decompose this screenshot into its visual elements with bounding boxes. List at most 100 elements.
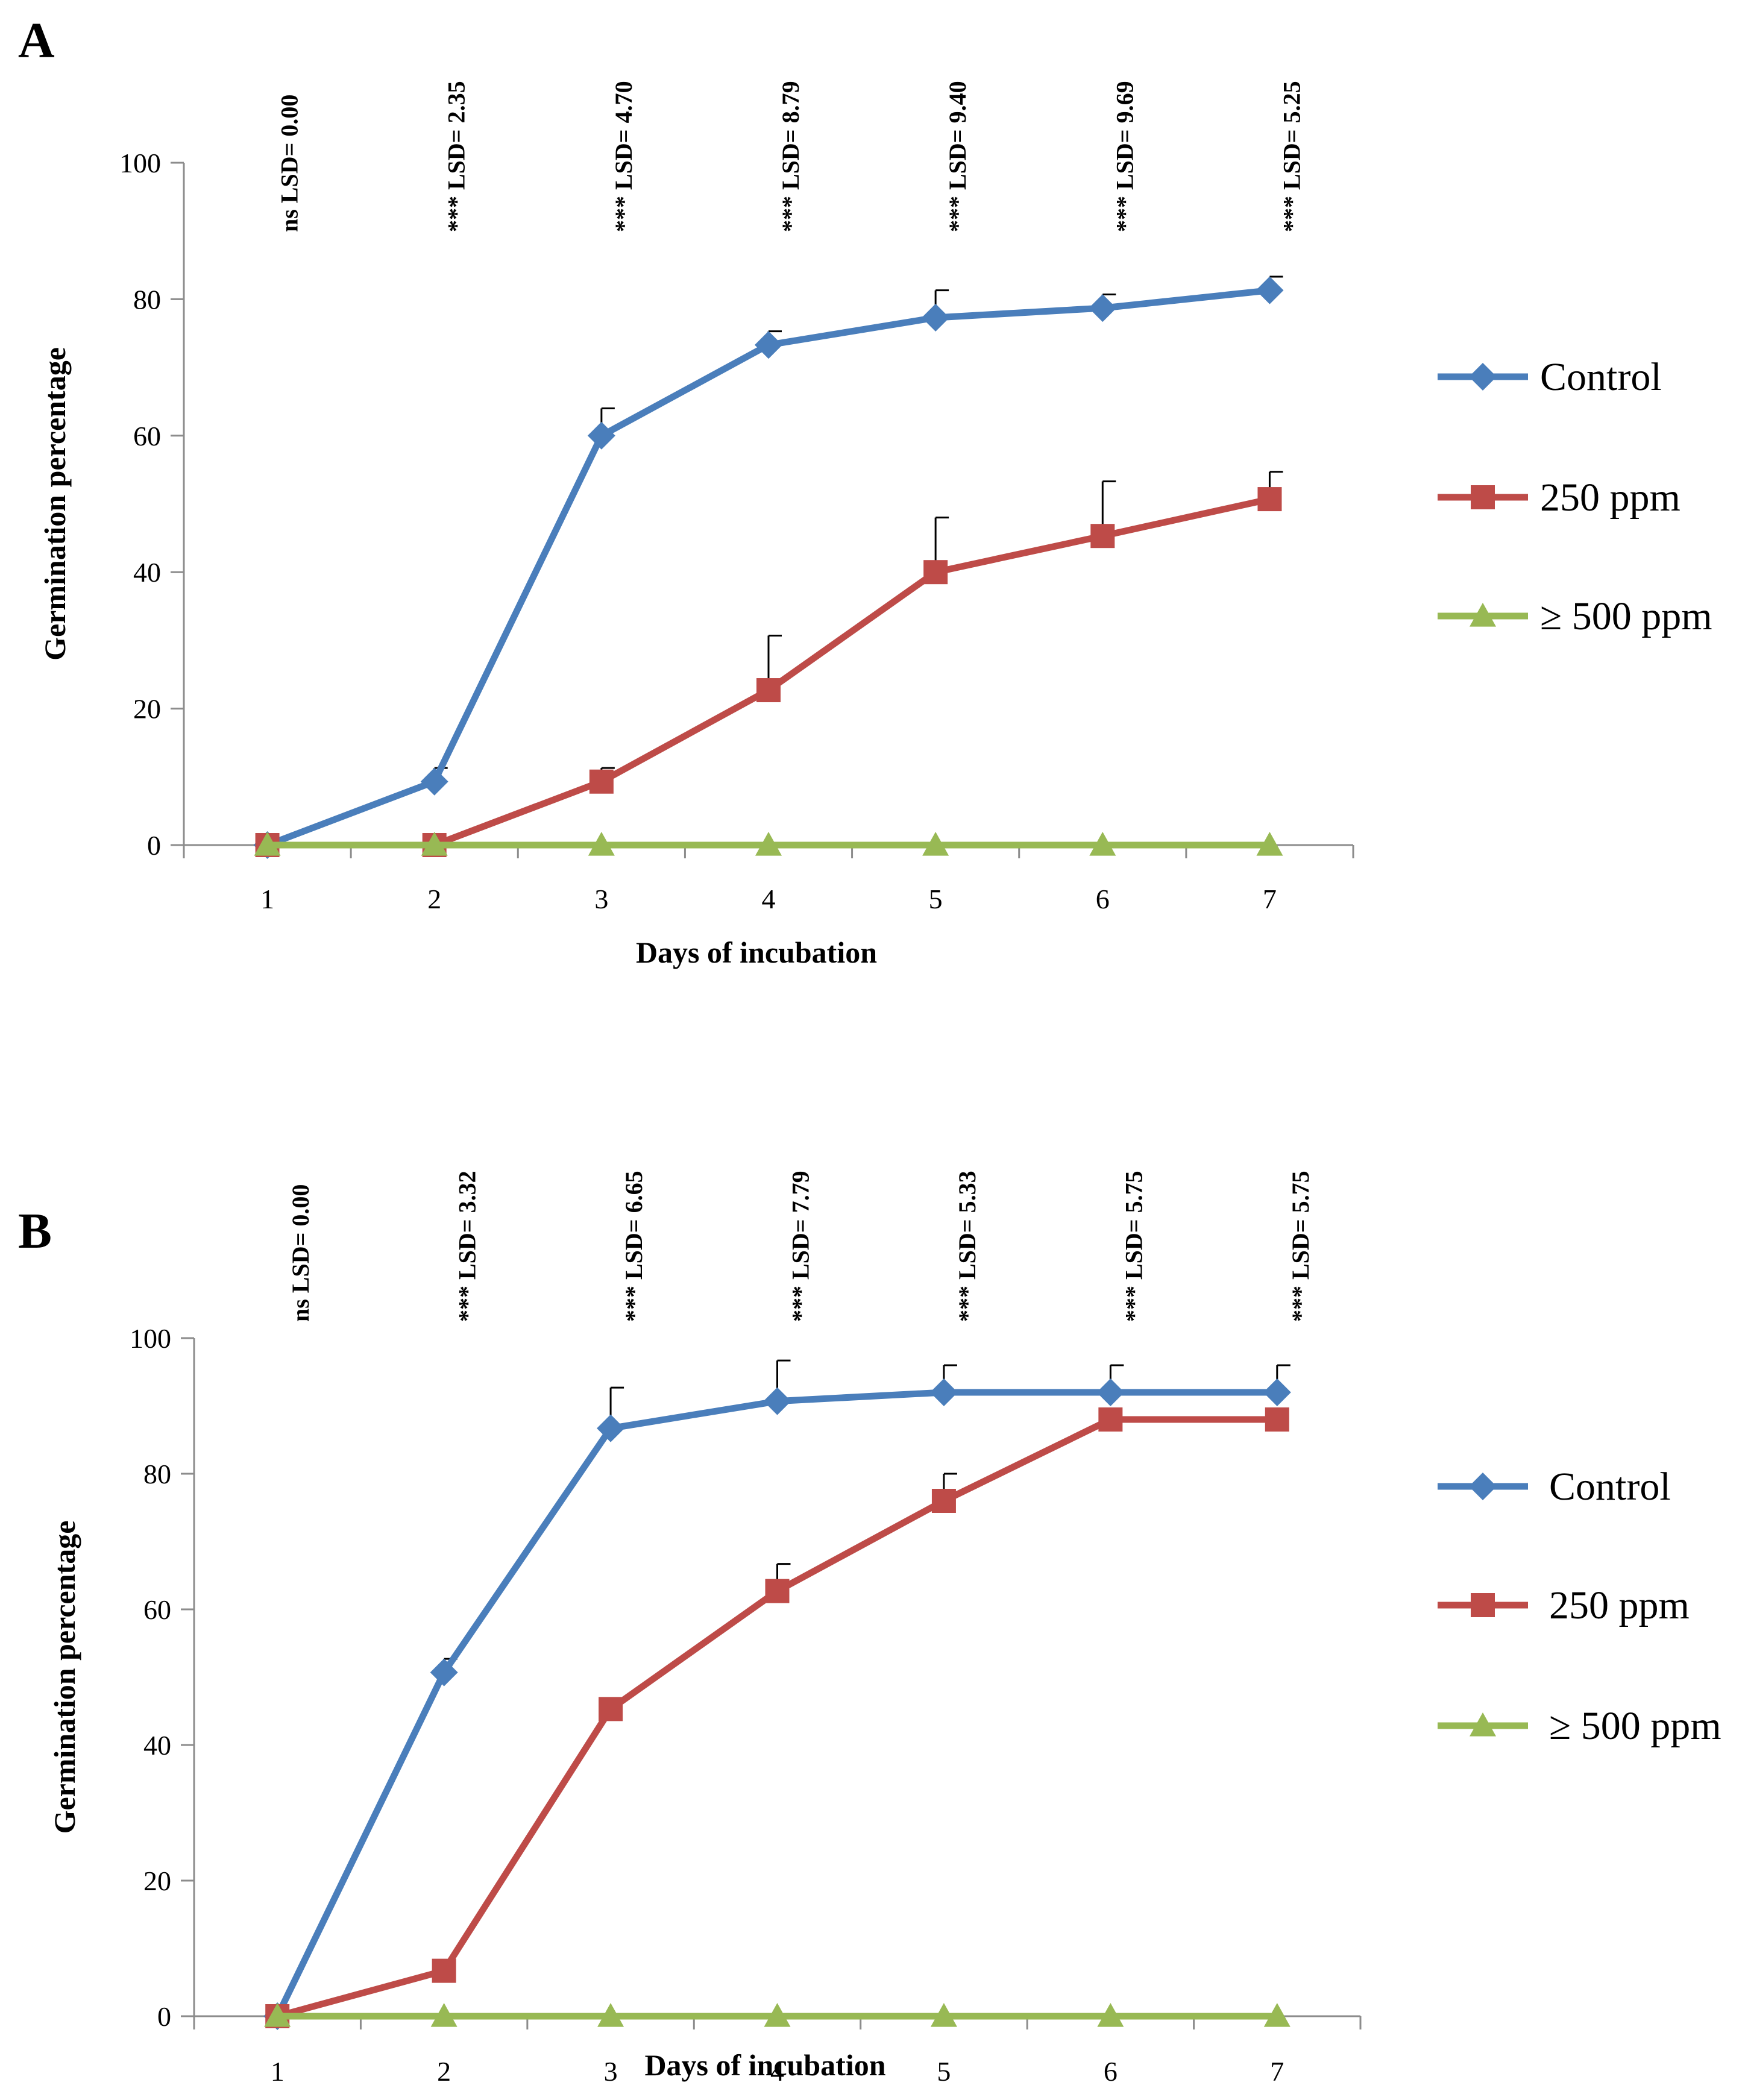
- chart-a-series-1-point: [420, 767, 448, 796]
- chart-b-series-3-point: [430, 2003, 457, 2027]
- chart-a-series-3-point: [922, 832, 949, 856]
- chart-b-legend-2-label: 250 ppm: [1549, 1583, 1690, 1627]
- chart-b-legend-3-marker: [1470, 1712, 1496, 1737]
- chart-a-series-3-point: [755, 832, 782, 856]
- chart-b-x-tick-label: 5: [937, 2056, 951, 2087]
- chart-b-lsd-label: *** LSD= 3.32: [454, 1171, 481, 1322]
- chart-b-x-tick-label: 7: [1270, 2056, 1284, 2087]
- chart-b-x-tick-label: 6: [1104, 2056, 1118, 2087]
- chart-b-series-3-point: [1263, 2003, 1291, 2027]
- chart-a-y-tick-label: 20: [133, 694, 161, 725]
- chart-b-series-1-point: [929, 1379, 958, 1406]
- chart-b-series-3-point: [764, 2003, 791, 2027]
- chart-a-lsd-label: *** LSD= 8.79: [777, 81, 804, 232]
- chart-a-series-1-point: [755, 331, 782, 359]
- chart-a-x-tick-label: 4: [762, 884, 776, 914]
- chart-b-series-2-line: [276, 1416, 1277, 2020]
- chart-b-x-axis-title: Days of incubation: [644, 2048, 885, 2082]
- chart-b-series-2-point: [432, 1958, 456, 1983]
- chart-a-series-2-point: [1090, 524, 1115, 549]
- chart-a-legend-2-marker: [1471, 485, 1495, 509]
- chart-b-lsd-label: *** LSD= 5.75: [1120, 1171, 1147, 1322]
- chart-a-lsd-label: ns LSD= 0.00: [276, 95, 303, 232]
- chart-b-y-tick-label: 100: [130, 1323, 171, 1354]
- chart-b-x-tick-label: 3: [604, 2056, 618, 2087]
- chart-a-series-3-point: [1089, 832, 1116, 856]
- chart-b-series-2-point: [1098, 1407, 1123, 1432]
- chart-a-y-axis-title: Germination percentage: [38, 347, 72, 661]
- chart-b-lsd-label: *** LSD= 5.75: [1287, 1171, 1314, 1322]
- chart-b-series-2-point: [765, 1579, 790, 1603]
- chart-a-series-2-point: [756, 678, 781, 703]
- chart-b-series-1-point: [597, 1414, 625, 1442]
- chart-a-legend-1-marker: [1469, 363, 1497, 391]
- chart-a-panel-letter: A: [18, 13, 55, 69]
- chart-b-series-2-point: [1265, 1407, 1289, 1432]
- chart-b-series-2-point: [599, 1697, 623, 1721]
- chart-b-y-tick-label: 40: [143, 1730, 171, 1761]
- chart-a-y-tick-label: 40: [133, 557, 161, 588]
- chart-a: A 0 20 40 60 80 100 1 2 3 4 5 6 7 Days of incubation Ge…: [18, 13, 1712, 969]
- chart-a-x-tick-label: 7: [1263, 884, 1277, 914]
- chart-b-series-1-point: [430, 1658, 458, 1687]
- chart-b-series-1-point: [763, 1387, 791, 1415]
- chart-a-x-tick-label: 1: [260, 884, 274, 914]
- chart-a-y-tick-label: 80: [133, 284, 161, 315]
- chart-a-series-3-point: [254, 832, 281, 856]
- chart-b-lsd-label: ns LSD= 0.00: [287, 1184, 314, 1322]
- chart-a-legend-3-label: ≥ 500 ppm: [1540, 594, 1712, 638]
- chart-a-series-3-point: [588, 832, 615, 856]
- chart-b-y-tick-label: 20: [143, 1866, 171, 1896]
- chart-b-series-3-point: [264, 2003, 291, 2027]
- chart-b-series-2-point: [931, 1489, 956, 1513]
- chart-a-series-1-point: [922, 303, 950, 332]
- chart-a-y-tick-label: 100: [119, 148, 161, 178]
- chart-b-y-tick-label: 60: [143, 1594, 171, 1625]
- chart-b-series-1-point: [1096, 1379, 1125, 1406]
- chart-a-series-2-point: [589, 769, 614, 794]
- chart-b-legend-1-label: Control: [1549, 1465, 1671, 1509]
- chart-a-series-3-point: [421, 832, 448, 856]
- chart-a-lsd-label: *** LSD= 4.70: [610, 81, 637, 232]
- chart-b-x-tick-label: 4: [770, 2056, 784, 2087]
- chart-b-x-tick-label: 2: [437, 2056, 451, 2087]
- chart-b-panel-letter: B: [18, 1203, 52, 1259]
- chart-b-lsd-label: *** LSD= 6.65: [620, 1171, 647, 1322]
- chart-b: B 0 20 40 60 80 100 1 2 3 4 5 6 7 Days of incubation Ge…: [18, 1171, 1721, 2087]
- chart-a-lsd-label: *** LSD= 9.69: [1111, 81, 1138, 232]
- chart-a-legend-3-marker: [1470, 603, 1496, 627]
- chart-a-series-3-point: [1256, 832, 1283, 856]
- chart-a-series-1-point: [1089, 294, 1117, 322]
- chart-a-series-1-line: [266, 287, 1271, 849]
- chart-a-legend-1-label: Control: [1540, 355, 1662, 399]
- chart-a-series-1-point: [1256, 276, 1284, 304]
- chart-b-series-1-point: [1263, 1379, 1291, 1406]
- chart-a-series-1-point: [587, 421, 615, 450]
- chart-b-y-axis-title: Germination percentage: [48, 1521, 81, 1834]
- chart-a-series-2-point: [1257, 487, 1282, 512]
- chart-b-y-tick-label: 80: [143, 1459, 171, 1489]
- chart-a-y-tick-label: 0: [147, 830, 161, 861]
- chart-a-series-2-point: [923, 560, 948, 585]
- chart-a-legend-2-label: 250 ppm: [1540, 476, 1681, 520]
- chart-a-lsd-label: *** LSD= 9.40: [944, 81, 971, 232]
- chart-a-x-tick-label: 2: [427, 884, 441, 914]
- chart-a-y-tick-label: 60: [133, 421, 161, 451]
- chart-b-legend-3-label: ≥ 500 ppm: [1549, 1704, 1721, 1748]
- chart-b-series-3-point: [597, 2003, 624, 2027]
- chart-b-legend-2-marker: [1471, 1593, 1495, 1617]
- chart-b-lsd-label: *** LSD= 5.33: [954, 1171, 981, 1322]
- chart-b-lsd-label: *** LSD= 7.79: [787, 1171, 814, 1322]
- chart-b-series-3-point: [930, 2003, 957, 2027]
- chart-b-x-tick-label: 1: [271, 2056, 285, 2087]
- chart-b-legend-1-marker: [1469, 1473, 1497, 1500]
- chart-a-lsd-label: *** LSD= 5.25: [1278, 81, 1305, 232]
- chart-a-x-tick-label: 6: [1096, 884, 1110, 914]
- chart-b-series-1-line: [274, 1389, 1277, 2018]
- chart-b-y-tick-label: 0: [157, 2001, 171, 2032]
- chart-a-x-tick-label: 3: [594, 884, 608, 914]
- chart-a-x-tick-label: 5: [929, 884, 943, 914]
- chart-a-x-axis-title: Days of incubation: [636, 935, 877, 969]
- chart-b-series-3-point: [1097, 2003, 1124, 2027]
